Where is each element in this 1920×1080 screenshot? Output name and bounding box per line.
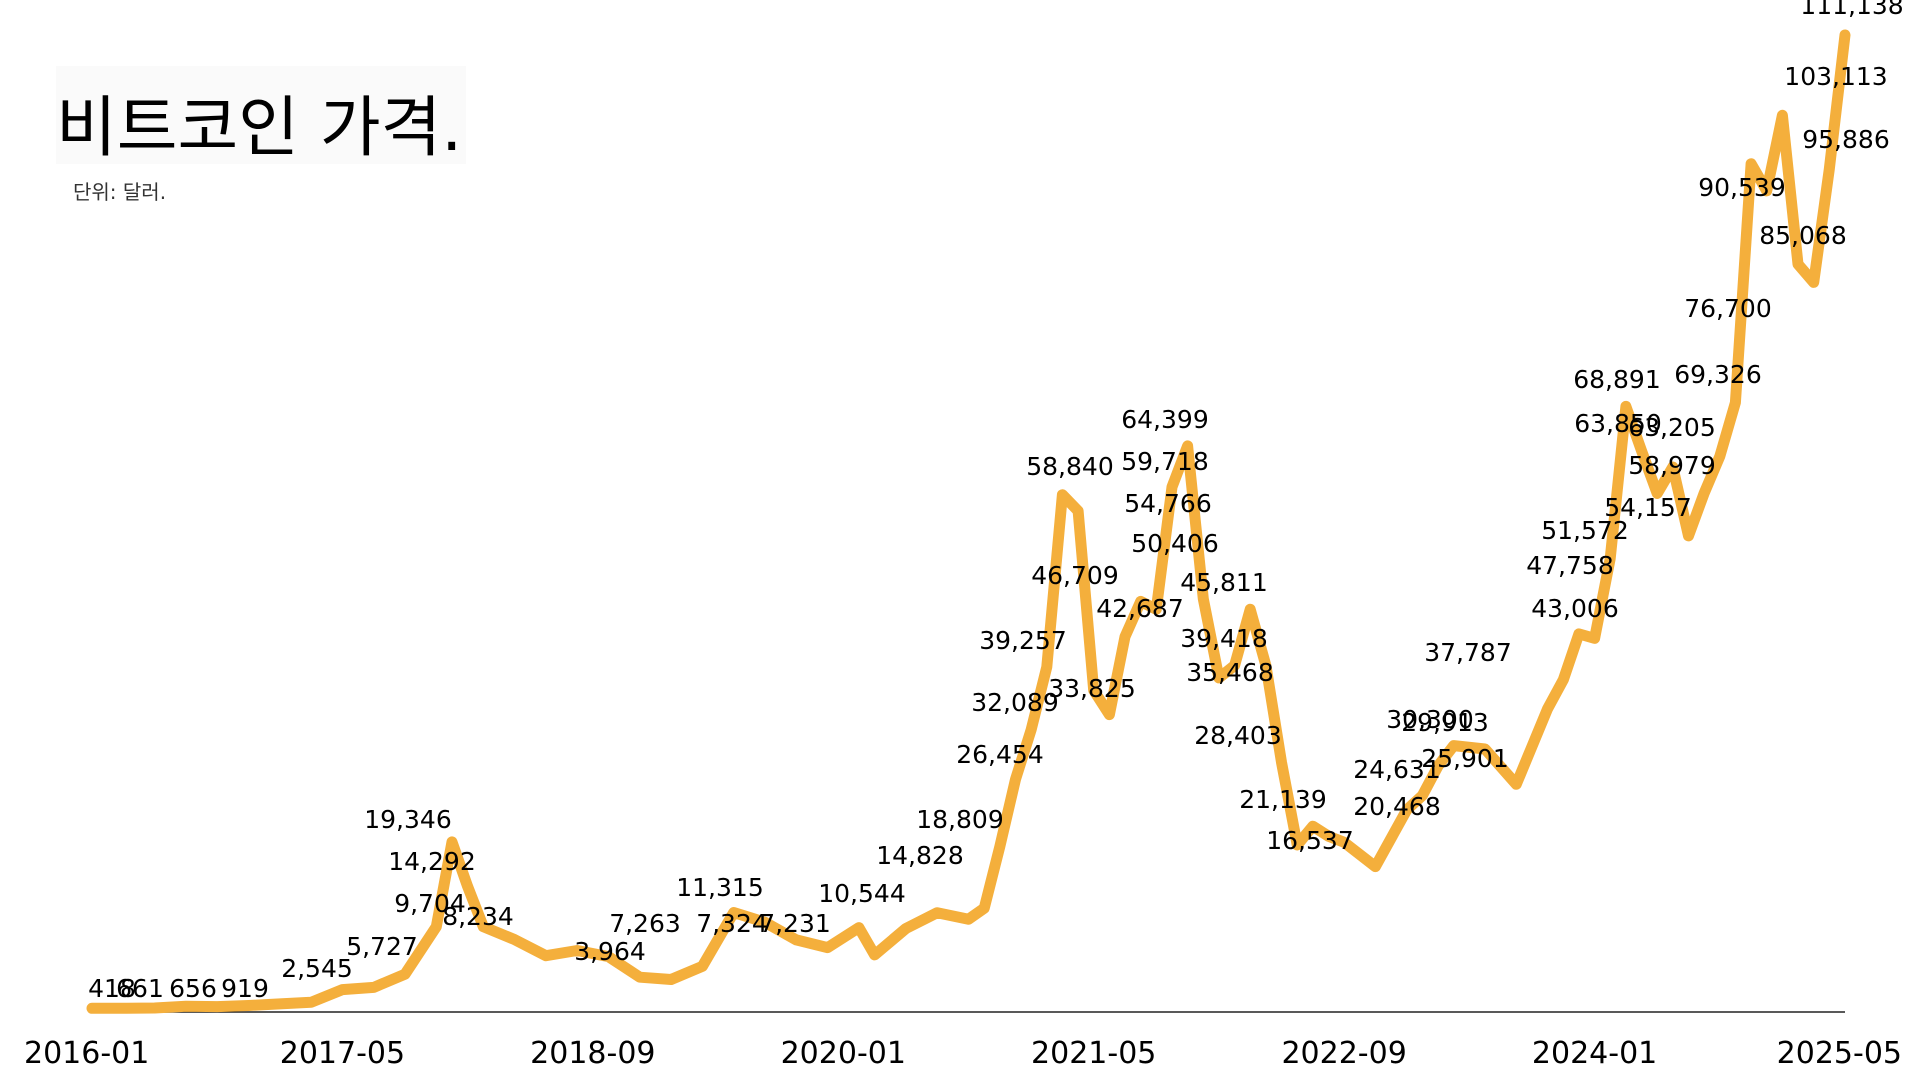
data-label: 76,700 [1684, 294, 1771, 323]
data-label: 46,709 [1031, 561, 1118, 590]
data-label: 7,263 [609, 909, 681, 938]
data-label: 32,089 [971, 688, 1058, 717]
x-tick-label: 2025-05 [1777, 1036, 1902, 1071]
data-label: 3,964 [574, 937, 646, 966]
data-label: 10,544 [818, 879, 905, 908]
data-label: 68,891 [1573, 365, 1660, 394]
price-series-line [86, 29, 1851, 1014]
data-label: 50,406 [1131, 529, 1218, 558]
data-label: 919 [221, 974, 269, 1003]
data-label: 26,454 [956, 740, 1043, 769]
data-label: 20,468 [1353, 792, 1440, 821]
chart-subtitle: 단위: 달러. [73, 180, 167, 204]
data-label: 33,825 [1048, 674, 1135, 703]
data-label: 8,234 [442, 902, 514, 931]
data-label: 656 [169, 974, 217, 1003]
data-label: 47,758 [1526, 551, 1613, 580]
data-label: 14,292 [388, 847, 475, 876]
data-label: 14,828 [876, 841, 963, 870]
data-label: 90,539 [1698, 173, 1785, 202]
data-label: 661 [116, 974, 164, 1003]
x-tick-label: 2024-01 [1532, 1036, 1657, 1071]
data-label: 35,468 [1186, 658, 1273, 687]
data-label: 11,315 [676, 873, 763, 902]
data-label: 28,403 [1194, 721, 1281, 750]
x-tick-label: 2021-05 [1031, 1036, 1156, 1071]
data-label: 39,418 [1180, 624, 1267, 653]
data-label: 63,205 [1628, 413, 1715, 442]
title-background: 비트코인 가격. [56, 66, 466, 166]
data-label: 103,113 [1784, 62, 1887, 91]
data-label: 30,300 [1386, 705, 1473, 734]
data-label: 7,324 [696, 909, 768, 938]
data-label: 85,068 [1759, 221, 1846, 250]
data-label: 95,886 [1802, 125, 1889, 154]
data-label: 58,840 [1026, 452, 1113, 481]
data-label: 111,138 [1800, 0, 1903, 20]
x-tick-label: 2020-01 [781, 1036, 906, 1071]
data-label: 16,537 [1266, 826, 1353, 855]
x-tick-label: 2018-09 [530, 1036, 655, 1071]
data-label: 24,631 [1353, 755, 1440, 784]
data-label: 39,257 [979, 626, 1066, 655]
data-label: 69,326 [1674, 360, 1761, 389]
data-label: 59,718 [1121, 447, 1208, 476]
chart-title: 비트코인 가격. [56, 89, 463, 166]
x-tick-label: 2016-01 [24, 1036, 149, 1071]
data-label: 54,157 [1604, 493, 1691, 522]
x-tick-label: 2017-05 [280, 1036, 405, 1071]
data-label: 58,979 [1628, 451, 1715, 480]
data-label: 45,811 [1180, 568, 1267, 597]
data-label: 5,727 [346, 932, 418, 961]
x-tick-label: 2022-09 [1281, 1036, 1406, 1071]
data-label: 7,231 [759, 909, 831, 938]
data-label: 42,687 [1096, 594, 1183, 623]
data-label: 418 [88, 974, 136, 1003]
data-label: 29,913 [1401, 708, 1488, 737]
data-label: 21,139 [1239, 785, 1326, 814]
data-label: 64,399 [1121, 405, 1208, 434]
data-label: 63,850 [1574, 409, 1661, 438]
data-label: 9,704 [394, 889, 466, 918]
data-label: 54,766 [1124, 489, 1211, 518]
data-label: 37,787 [1424, 638, 1511, 667]
data-label: 19,346 [364, 805, 451, 834]
data-label: 43,006 [1531, 594, 1618, 623]
data-label: 2,545 [281, 954, 353, 983]
data-label: 18,809 [916, 805, 1003, 834]
data-label: 25,901 [1421, 744, 1508, 773]
data-label: 51,572 [1541, 516, 1628, 545]
